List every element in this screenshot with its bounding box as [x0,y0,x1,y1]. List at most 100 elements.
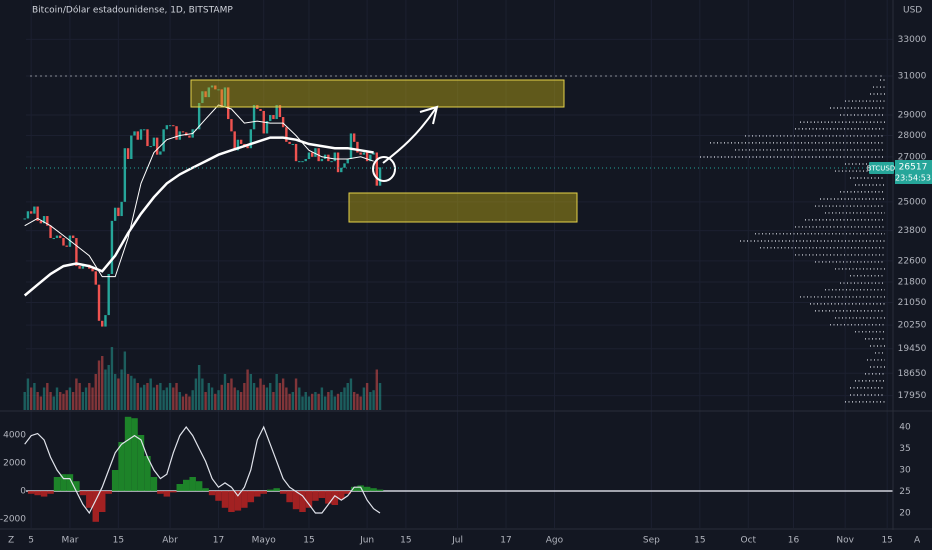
volume-bar [29,387,33,410]
histogram-bar [189,476,196,491]
axes: 33000 31000 29000 28000 27000 25000 23800 22600… [0,35,927,546]
volume-bar [369,392,372,410]
candle-body [120,201,123,217]
histogram-bar [247,490,255,503]
volume-bar [340,392,343,410]
candle-body [52,238,55,240]
candle-body [288,141,291,144]
volume-bar [262,384,265,410]
histogram-bar [305,490,313,508]
histogram-bar [254,490,261,497]
y-tick-label: 21050 [898,298,927,308]
histogram-bar [370,488,377,491]
candle-body [123,148,127,202]
candle-body [139,129,143,140]
candle-body [294,143,298,162]
volume-bar [298,387,301,410]
candle-body [372,152,375,155]
candle-body [133,131,136,136]
candle-body [298,161,301,163]
x-tick-label: Sep [643,536,660,546]
grid [26,0,893,528]
histogram-bar [111,470,119,491]
volume-bar [178,392,181,410]
volume-bar [175,383,178,410]
volume-bar [246,369,249,410]
volume-bar [168,383,172,410]
candle-body [343,163,346,168]
symbol-tag [869,162,894,174]
candle-body [143,129,146,131]
histogram-bar [273,488,280,491]
candle-body [265,121,269,134]
volume-bar [62,393,65,410]
timezone-button[interactable]: Z [8,536,14,546]
candle-body [181,131,185,133]
symbol-title: Bitcoin/Dólar estadounidense, 1D, BITSTA… [32,5,233,16]
volume-bar [155,384,159,410]
candle-body [369,154,372,162]
candles [23,85,382,327]
volume-bar [33,383,36,410]
volume-bar [194,378,198,410]
volume-bar [327,392,330,410]
volume-bar [68,387,72,410]
candle-body [217,89,220,91]
histogram-bar [299,490,306,512]
volume-bar [152,387,156,410]
volume-bar [26,378,30,410]
y-tick-label: 25000 [898,197,927,207]
resistance-zone [190,79,565,108]
candle-body [49,225,52,239]
volume-profile [700,79,885,403]
x-tick-label: Mar [61,536,78,546]
volume-bar [201,378,204,410]
candle-body [252,105,256,130]
histogram-bar [344,490,351,494]
histogram-bar [234,490,242,511]
candle-body [378,167,382,186]
candle-body [130,135,133,159]
volume-bar [197,365,201,410]
candle-body [291,143,295,145]
volume-bar [365,383,369,410]
candle-body [336,152,340,173]
histogram-bar [221,490,229,508]
osc-y-tick-label: 2000 [3,459,26,469]
volume-bar [126,374,130,410]
candle-body [233,131,236,151]
candle-body [46,216,49,226]
countdown: 23:54:53 [895,174,931,183]
candle-body [307,152,311,159]
volume-bar [227,383,230,410]
x-tick-label: 15 [694,536,705,546]
histogram-bar [208,490,216,496]
candle-body [33,206,36,214]
candle-body [275,105,278,120]
candle-body [185,132,188,136]
candle-body [320,158,324,162]
auto-scale-button[interactable]: A [914,536,921,546]
x-tick-label: Nov [836,536,854,546]
candle-body [249,129,253,149]
histogram-bar [86,490,93,508]
candle-body [71,235,75,239]
volume-bar [91,387,94,410]
histogram-bar [182,479,190,491]
volume-bar [71,392,75,410]
volume-bar [165,387,169,410]
moving-average-line [24,104,374,278]
currency-label: USD [903,6,922,16]
y-tick-label: 18650 [898,369,927,379]
volume-bar [236,390,240,410]
histogram-bar [318,490,326,498]
volume-bar [107,365,110,410]
volume-bar [320,387,324,410]
x-tick-label: 17 [500,536,511,546]
histogram-bar [279,490,287,494]
support-zone [348,192,578,223]
histogram-bar [163,490,171,497]
histogram-bar [53,476,61,491]
volume-bar [104,369,107,410]
histogram-bar [150,476,158,491]
